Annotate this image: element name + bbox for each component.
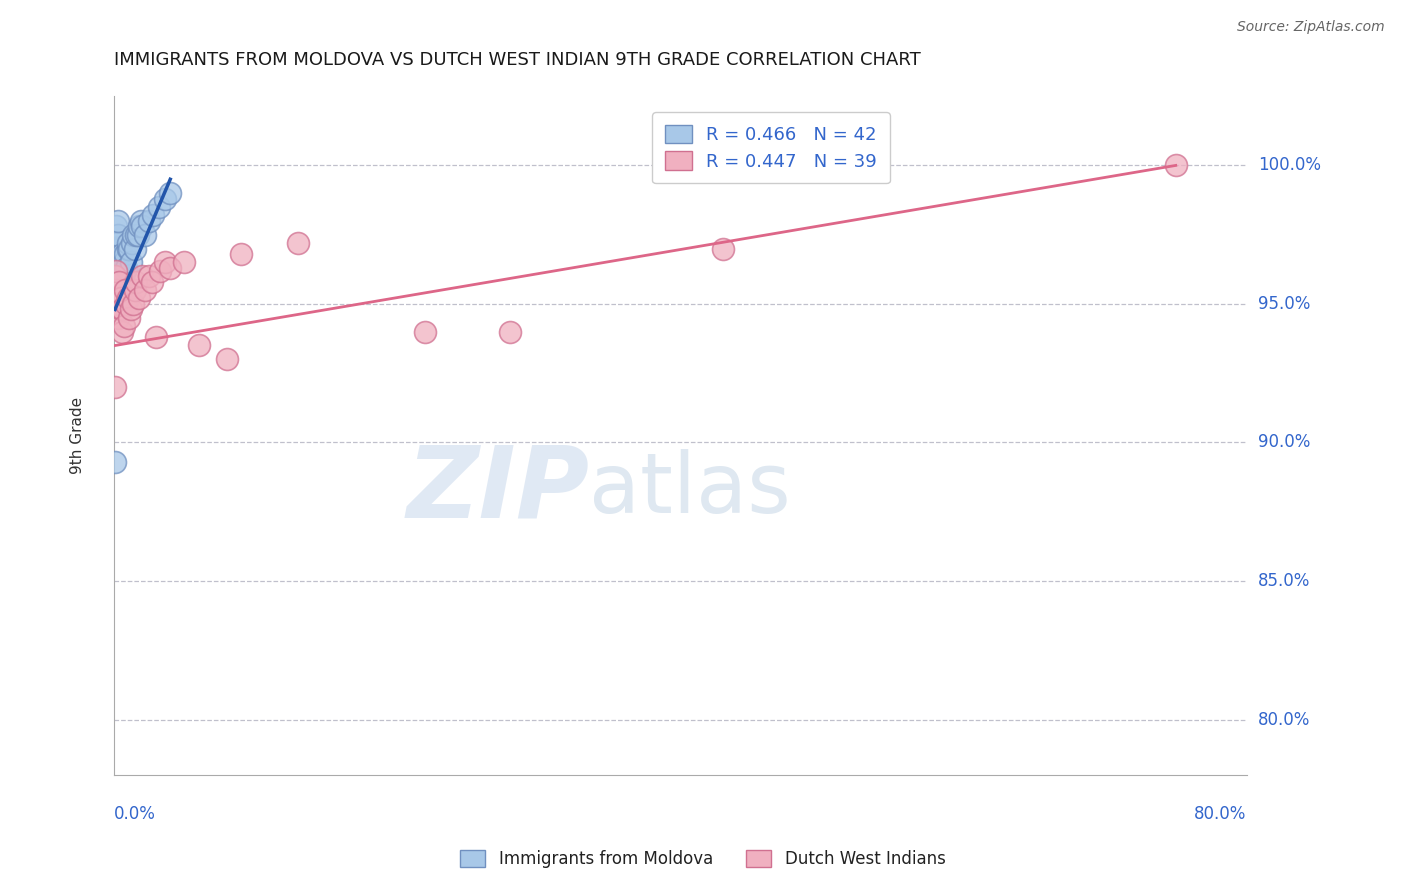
Point: [108, 275, 131, 289]
Point: [107, 227, 129, 242]
Point: [124, 242, 146, 256]
Point: [111, 269, 134, 284]
Text: ZIP: ZIP: [406, 442, 589, 539]
Point: [120, 255, 142, 269]
Point: [115, 297, 138, 311]
Point: [105, 283, 128, 297]
Point: [128, 292, 150, 306]
Point: [110, 292, 132, 306]
Point: [149, 263, 172, 277]
Point: [117, 235, 139, 250]
Point: [215, 352, 238, 367]
Point: [107, 297, 129, 311]
Point: [134, 227, 156, 242]
Text: 80.0%: 80.0%: [1194, 805, 1247, 823]
Point: [105, 250, 128, 264]
Point: [114, 263, 136, 277]
Point: [153, 192, 176, 206]
Point: [117, 242, 139, 256]
Point: [499, 325, 522, 339]
Point: [111, 302, 134, 317]
Point: [111, 325, 134, 339]
Point: [125, 227, 148, 242]
Point: [107, 310, 129, 325]
Point: [105, 219, 128, 234]
Point: [108, 275, 131, 289]
Text: IMMIGRANTS FROM MOLDOVA VS DUTCH WEST INDIAN 9TH GRADE CORRELATION CHART: IMMIGRANTS FROM MOLDOVA VS DUTCH WEST IN…: [114, 51, 921, 69]
Point: [111, 247, 134, 261]
Point: [105, 235, 128, 250]
Point: [145, 330, 167, 344]
Point: [110, 250, 132, 264]
Point: [128, 219, 150, 234]
Point: [104, 269, 127, 284]
Point: [118, 310, 141, 325]
Point: [108, 255, 131, 269]
Point: [127, 227, 149, 242]
Point: [111, 255, 134, 269]
Point: [187, 338, 209, 352]
Point: [115, 260, 138, 275]
Point: [138, 214, 160, 228]
Legend: R = 0.466   N = 42, R = 0.447   N = 39: R = 0.466 N = 42, R = 0.447 N = 39: [652, 112, 890, 183]
Point: [107, 214, 129, 228]
Point: [131, 219, 153, 234]
Point: [110, 302, 132, 317]
Point: [104, 269, 127, 284]
Point: [104, 455, 127, 469]
Point: [112, 319, 135, 334]
Point: [107, 235, 129, 250]
Text: 95.0%: 95.0%: [1258, 295, 1310, 313]
Point: [142, 208, 165, 222]
Point: [229, 247, 252, 261]
Point: [287, 235, 309, 250]
Text: atlas: atlas: [589, 450, 792, 531]
Text: 0.0%: 0.0%: [114, 805, 156, 823]
Text: 9th Grade: 9th Grade: [70, 397, 84, 475]
Point: [110, 260, 132, 275]
Text: 100.0%: 100.0%: [1258, 156, 1320, 175]
Point: [122, 227, 145, 242]
Text: Source: ZipAtlas.com: Source: ZipAtlas.com: [1237, 20, 1385, 34]
Point: [117, 292, 139, 306]
Point: [105, 263, 128, 277]
Point: [108, 292, 131, 306]
Point: [118, 242, 141, 256]
Point: [114, 247, 136, 261]
Point: [120, 302, 142, 317]
Point: [153, 255, 176, 269]
Point: [134, 283, 156, 297]
Point: [121, 235, 143, 250]
Point: [159, 260, 181, 275]
Point: [129, 214, 152, 228]
Point: [173, 255, 195, 269]
Point: [114, 283, 136, 297]
Point: [413, 325, 436, 339]
Text: 85.0%: 85.0%: [1258, 572, 1310, 590]
Text: 90.0%: 90.0%: [1258, 434, 1310, 451]
Point: [112, 275, 135, 289]
Point: [122, 297, 145, 311]
Point: [104, 297, 127, 311]
Point: [125, 275, 148, 289]
Point: [110, 269, 132, 284]
Point: [148, 200, 170, 214]
Point: [138, 269, 160, 284]
Point: [107, 242, 129, 256]
Text: 80.0%: 80.0%: [1258, 711, 1310, 729]
Point: [159, 186, 181, 201]
Point: [1164, 158, 1187, 172]
Point: [104, 380, 127, 394]
Point: [104, 283, 127, 297]
Point: [131, 269, 153, 284]
Legend: Immigrants from Moldova, Dutch West Indians: Immigrants from Moldova, Dutch West Indi…: [454, 843, 952, 875]
Point: [711, 242, 734, 256]
Point: [112, 255, 135, 269]
Point: [124, 283, 146, 297]
Point: [141, 275, 163, 289]
